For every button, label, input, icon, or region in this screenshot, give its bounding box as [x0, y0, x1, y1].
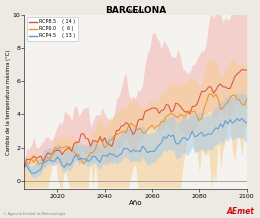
Legend: RCP8.5    ( 14 ), RCP6.0    (  6 ), RCP4.5    ( 13 ): RCP8.5 ( 14 ), RCP6.0 ( 6 ), RCP4.5 ( 13…: [27, 17, 77, 41]
Text: © Agencia Estatal de Meteorología: © Agencia Estatal de Meteorología: [3, 212, 65, 216]
Title: BARCELONA: BARCELONA: [105, 5, 166, 15]
Y-axis label: Cambio de la temperatura máxima (°C): Cambio de la temperatura máxima (°C): [5, 49, 11, 155]
Text: ANUAL: ANUAL: [125, 9, 146, 14]
Text: AEmet: AEmet: [227, 207, 255, 216]
X-axis label: Año: Año: [129, 200, 142, 206]
